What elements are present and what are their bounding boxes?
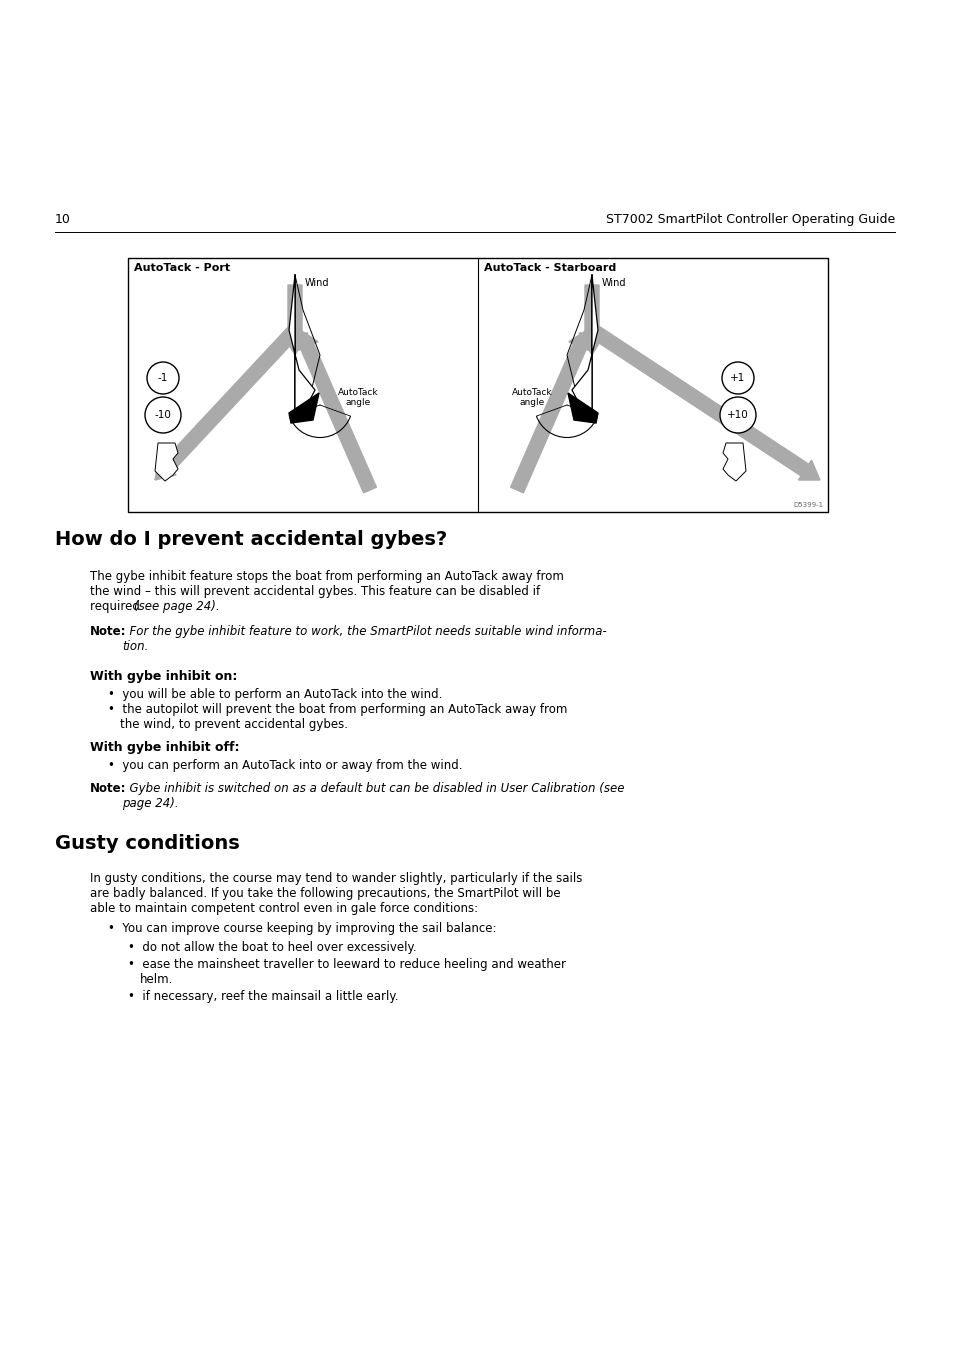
Text: Gusty conditions: Gusty conditions [55, 834, 239, 852]
Text: able to maintain competent control even in gale force conditions:: able to maintain competent control even … [90, 902, 477, 915]
Circle shape [721, 362, 753, 394]
Circle shape [720, 397, 755, 434]
FancyArrow shape [282, 285, 308, 355]
Text: With gybe inhibit on:: With gybe inhibit on: [90, 670, 237, 684]
Polygon shape [289, 276, 314, 420]
FancyArrow shape [578, 285, 604, 355]
Text: AutoTack
angle: AutoTack angle [511, 388, 552, 408]
Text: ST7002 SmartPilot Controller Operating Guide: ST7002 SmartPilot Controller Operating G… [605, 213, 894, 226]
Text: Wind: Wind [601, 278, 626, 288]
Text: required: required [90, 600, 144, 613]
Text: +10: +10 [726, 409, 748, 420]
Text: D5399-1: D5399-1 [793, 503, 823, 508]
Text: The gybe inhibit feature stops the boat from performing an AutoTack away from: The gybe inhibit feature stops the boat … [90, 570, 563, 584]
Text: helm.: helm. [140, 973, 173, 986]
Polygon shape [289, 393, 318, 423]
Text: -1: -1 [157, 373, 168, 382]
Text: Note:: Note: [90, 626, 127, 638]
FancyArrow shape [154, 326, 300, 480]
FancyArrow shape [588, 324, 820, 480]
Polygon shape [154, 443, 178, 481]
Circle shape [145, 397, 181, 434]
Text: For the gybe inhibit feature to work, the SmartPilot needs suitable wind informa: For the gybe inhibit feature to work, th… [122, 626, 606, 653]
Text: •  You can improve course keeping by improving the sail balance:: • You can improve course keeping by impr… [108, 921, 496, 935]
Bar [128, 258, 827, 512]
Polygon shape [722, 443, 745, 481]
Polygon shape [572, 276, 598, 420]
Text: the wind, to prevent accidental gybes.: the wind, to prevent accidental gybes. [120, 717, 348, 731]
Text: •  if necessary, reef the mainsail a little early.: • if necessary, reef the mainsail a litt… [128, 990, 398, 1002]
Text: +1: +1 [730, 373, 745, 382]
Text: AutoTack - Starboard: AutoTack - Starboard [483, 263, 616, 273]
Circle shape [147, 362, 179, 394]
Text: In gusty conditions, the course may tend to wander slightly, particularly if the: In gusty conditions, the course may tend… [90, 871, 581, 885]
Text: AutoTack
angle: AutoTack angle [337, 388, 378, 408]
Text: are badly balanced. If you take the following precautions, the SmartPilot will b: are badly balanced. If you take the foll… [90, 888, 560, 900]
Text: Wind: Wind [305, 278, 329, 288]
Text: •  the autopilot will prevent the boat from performing an AutoTack away from: • the autopilot will prevent the boat fr… [108, 703, 567, 716]
Text: •  you can perform an AutoTack into or away from the wind.: • you can perform an AutoTack into or aw… [108, 759, 462, 771]
Text: (see page 24).: (see page 24). [133, 600, 219, 613]
Text: 10: 10 [55, 213, 71, 226]
Text: With gybe inhibit off:: With gybe inhibit off: [90, 740, 239, 754]
Text: How do I prevent accidental gybes?: How do I prevent accidental gybes? [55, 530, 447, 549]
Text: •  you will be able to perform an AutoTack into the wind.: • you will be able to perform an AutoTac… [108, 688, 442, 701]
Text: the wind – this will prevent accidental gybes. This feature can be disabled if: the wind – this will prevent accidental … [90, 585, 539, 598]
Text: Note:: Note: [90, 782, 127, 794]
Text: •  ease the mainsheet traveller to leeward to reduce heeling and weather: • ease the mainsheet traveller to leewar… [128, 958, 565, 971]
FancyArrow shape [296, 330, 376, 493]
FancyArrow shape [510, 330, 590, 493]
Text: -10: -10 [154, 409, 172, 420]
Text: Gybe inhibit is switched on as a default but can be disabled in User Calibration: Gybe inhibit is switched on as a default… [122, 782, 624, 811]
Polygon shape [567, 393, 598, 423]
Text: •  do not allow the boat to heel over excessively.: • do not allow the boat to heel over exc… [128, 942, 416, 954]
Text: AutoTack - Port: AutoTack - Port [133, 263, 230, 273]
